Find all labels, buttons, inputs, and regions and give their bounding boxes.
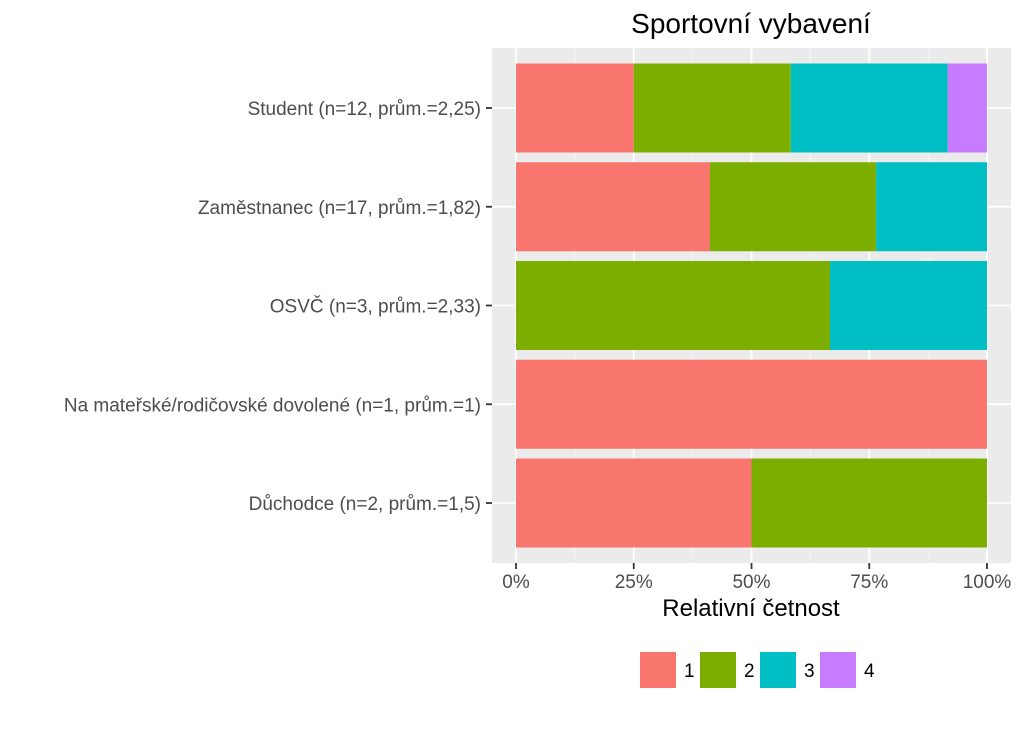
y-axis: Student (n=12, prům.=2,25) Zaměstnanec (n… [64, 99, 492, 515]
bar-segment [516, 458, 752, 548]
legend-key [820, 652, 856, 688]
bar-segment [516, 63, 634, 153]
legend-key [760, 652, 796, 688]
x-axis: 0% 25% 50% 75% 100% [502, 563, 1011, 593]
bar-segment [947, 63, 987, 153]
legend-label: 3 [804, 661, 815, 682]
x-tick-label: 25% [615, 572, 653, 593]
y-tick-label: OSVČ (n=3, prům.=2,33) [270, 296, 481, 318]
bar-segment [876, 162, 987, 252]
bar-segment [516, 359, 987, 449]
bar-segment [790, 63, 948, 153]
x-tick-label: 100% [963, 572, 1012, 593]
y-tick-label: Na mateřské/rodičovské dovolené (n=1, pr… [64, 395, 481, 416]
bar-segment [633, 63, 791, 153]
bar-segment [709, 162, 877, 252]
bar-segment [516, 162, 710, 252]
legend-label: 2 [744, 661, 755, 682]
legend-key [640, 652, 676, 688]
bar-segment [830, 261, 987, 350]
x-tick-label: 50% [732, 572, 770, 593]
y-tick-label: Zaměstnanec (n=17, prům.=1,82) [198, 198, 481, 219]
bar-segment [516, 261, 831, 350]
y-tick-label: Důchodce (n=2, prům.=1,5) [249, 494, 481, 515]
legend-label: 1 [684, 661, 695, 682]
legend-label: 4 [864, 661, 875, 682]
x-tick-label: 75% [850, 572, 888, 593]
chart-title: Sportovní vybavení [631, 8, 871, 39]
y-tick-label: Student (n=12, prům.=2,25) [248, 99, 481, 120]
bars [516, 63, 987, 548]
x-tick-label: 0% [502, 572, 530, 593]
legend-key [700, 652, 736, 688]
x-axis-label: Relativní četnost [662, 595, 840, 622]
legend: 1 2 3 4 [640, 652, 875, 688]
bar-segment [751, 458, 987, 548]
